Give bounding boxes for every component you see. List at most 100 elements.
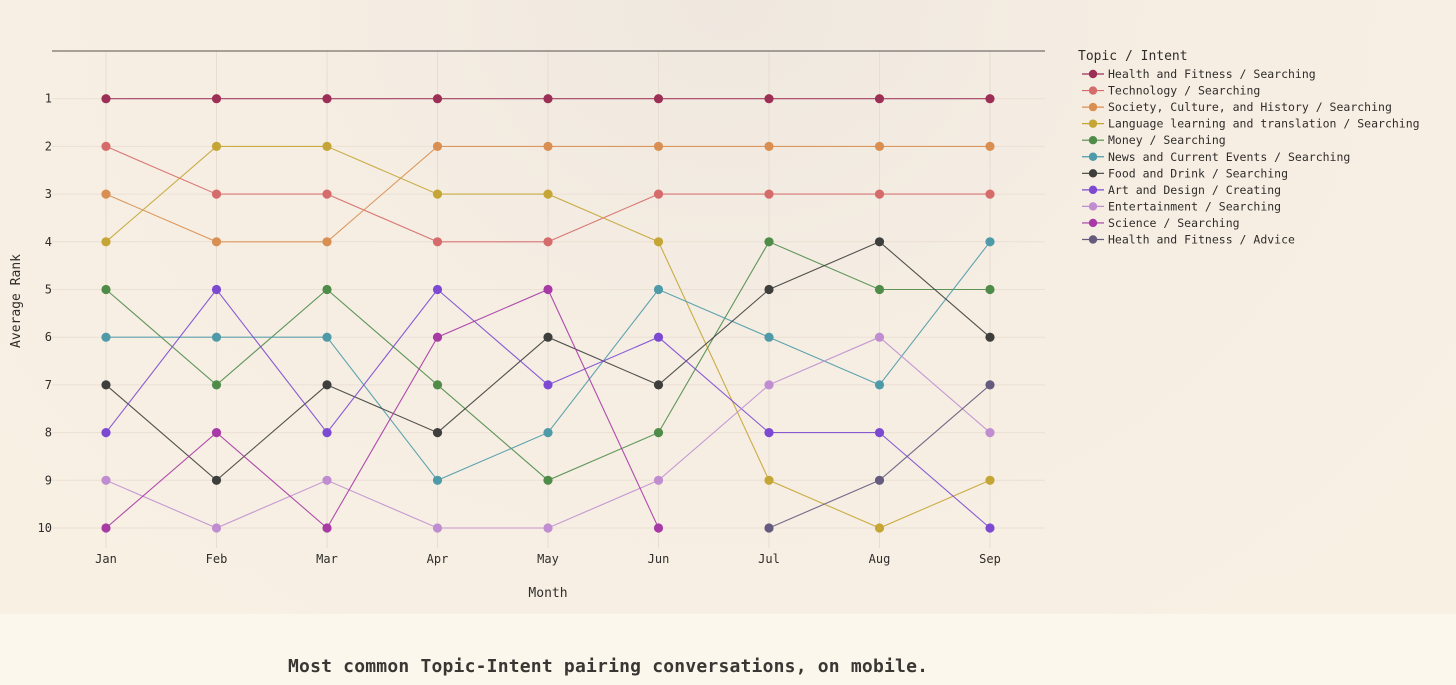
data-point[interactable] xyxy=(653,380,664,390)
data-point[interactable] xyxy=(322,189,332,199)
data-point[interactable] xyxy=(543,428,553,438)
data-point[interactable] xyxy=(985,380,995,390)
data-point[interactable] xyxy=(211,237,222,247)
data-point[interactable] xyxy=(432,189,443,199)
data-point[interactable] xyxy=(432,523,443,533)
legend-item[interactable]: Health and Fitness / Searching xyxy=(1082,67,1316,81)
data-point[interactable] xyxy=(211,475,222,485)
data-point[interactable] xyxy=(874,284,885,295)
data-point[interactable] xyxy=(322,141,332,151)
data-point[interactable] xyxy=(101,475,111,485)
data-point[interactable] xyxy=(322,380,332,390)
data-point[interactable] xyxy=(432,94,443,104)
data-point[interactable] xyxy=(211,189,222,199)
data-point[interactable] xyxy=(764,428,774,438)
data-point[interactable] xyxy=(101,428,111,438)
data-point[interactable] xyxy=(985,475,995,485)
legend-item[interactable]: Technology / Searching xyxy=(1082,84,1260,98)
data-point[interactable] xyxy=(764,380,774,390)
data-point[interactable] xyxy=(985,428,995,438)
data-point[interactable] xyxy=(322,523,332,533)
data-point[interactable] xyxy=(653,428,664,438)
data-point[interactable] xyxy=(432,284,443,295)
data-point[interactable] xyxy=(101,380,111,390)
legend-item[interactable]: Money / Searching xyxy=(1082,133,1226,147)
data-point[interactable] xyxy=(101,284,111,295)
data-point[interactable] xyxy=(764,475,774,485)
data-point[interactable] xyxy=(985,94,995,104)
data-point[interactable] xyxy=(101,189,111,199)
data-point[interactable] xyxy=(211,332,222,342)
data-point[interactable] xyxy=(322,94,332,104)
data-point[interactable] xyxy=(764,141,774,151)
data-point[interactable] xyxy=(322,428,332,438)
data-point[interactable] xyxy=(432,380,443,390)
data-point[interactable] xyxy=(653,94,664,104)
data-point[interactable] xyxy=(432,475,443,485)
data-point[interactable] xyxy=(653,475,664,485)
data-point[interactable] xyxy=(322,332,332,342)
legend-item[interactable]: Entertainment / Searching xyxy=(1082,199,1281,213)
data-point[interactable] xyxy=(211,94,222,104)
legend-item[interactable]: Society, Culture, and History / Searchin… xyxy=(1082,100,1392,114)
data-point[interactable] xyxy=(432,141,443,151)
data-point[interactable] xyxy=(653,141,664,151)
data-point[interactable] xyxy=(874,523,885,533)
data-point[interactable] xyxy=(211,141,222,151)
data-point[interactable] xyxy=(432,332,443,342)
data-point[interactable] xyxy=(874,428,885,438)
data-point[interactable] xyxy=(764,237,774,247)
data-point[interactable] xyxy=(101,237,111,247)
legend-item[interactable]: News and Current Events / Searching xyxy=(1082,150,1350,164)
data-point[interactable] xyxy=(543,141,553,151)
data-point[interactable] xyxy=(764,332,774,342)
data-point[interactable] xyxy=(211,380,222,390)
data-point[interactable] xyxy=(874,237,885,247)
data-point[interactable] xyxy=(322,237,332,247)
data-point[interactable] xyxy=(874,141,885,151)
legend-item[interactable]: Health and Fitness / Advice xyxy=(1082,233,1295,247)
data-point[interactable] xyxy=(543,332,553,342)
data-point[interactable] xyxy=(322,284,332,295)
data-point[interactable] xyxy=(985,237,995,247)
data-point[interactable] xyxy=(543,475,553,485)
data-point[interactable] xyxy=(874,332,885,342)
data-point[interactable] xyxy=(653,523,664,533)
data-point[interactable] xyxy=(653,332,664,342)
data-point[interactable] xyxy=(653,237,664,247)
legend-item[interactable]: Science / Searching xyxy=(1082,216,1240,230)
data-point[interactable] xyxy=(764,189,774,199)
data-point[interactable] xyxy=(211,428,222,438)
data-point[interactable] xyxy=(211,523,222,533)
data-point[interactable] xyxy=(764,284,774,295)
data-point[interactable] xyxy=(874,475,885,485)
data-point[interactable] xyxy=(101,94,111,104)
data-point[interactable] xyxy=(653,284,664,295)
data-point[interactable] xyxy=(101,523,111,533)
data-point[interactable] xyxy=(985,141,995,151)
legend-item[interactable]: Food and Drink / Searching xyxy=(1082,166,1288,180)
data-point[interactable] xyxy=(653,189,664,199)
data-point[interactable] xyxy=(322,475,332,485)
legend-item[interactable]: Art and Design / Creating xyxy=(1082,183,1281,197)
data-point[interactable] xyxy=(432,237,443,247)
data-point[interactable] xyxy=(985,189,995,199)
data-point[interactable] xyxy=(211,284,222,295)
data-point[interactable] xyxy=(543,189,553,199)
data-point[interactable] xyxy=(874,189,885,199)
data-point[interactable] xyxy=(874,380,885,390)
legend-item[interactable]: Language learning and translation / Sear… xyxy=(1082,117,1420,131)
data-point[interactable] xyxy=(543,94,553,104)
data-point[interactable] xyxy=(543,380,553,390)
data-point[interactable] xyxy=(764,94,774,104)
data-point[interactable] xyxy=(543,237,553,247)
data-point[interactable] xyxy=(985,284,995,295)
data-point[interactable] xyxy=(101,141,111,151)
data-point[interactable] xyxy=(543,284,553,295)
data-point[interactable] xyxy=(432,428,443,438)
data-point[interactable] xyxy=(101,332,111,342)
data-point[interactable] xyxy=(985,523,995,533)
data-point[interactable] xyxy=(543,523,553,533)
data-point[interactable] xyxy=(874,94,885,104)
data-point[interactable] xyxy=(764,523,774,533)
